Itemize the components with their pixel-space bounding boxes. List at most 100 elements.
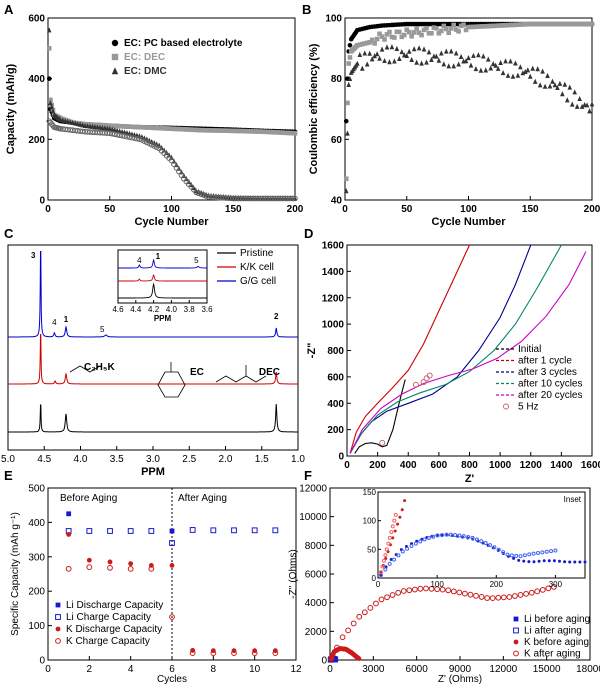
data-point-f-s3	[345, 627, 352, 634]
data-point-b-s2	[485, 56, 491, 62]
data-point-b-s1	[530, 21, 536, 27]
data-point-b-s1	[448, 26, 454, 31]
data-point-d-5hz	[379, 439, 386, 446]
panel-e-chart: 0 2 4 6 8 10 12 0 100 200 300 400 500 Cycles Specific …	[10, 484, 302, 686]
data-point-b-s2	[537, 82, 543, 88]
inset-point-f-s3	[383, 553, 388, 558]
inset-point-f-s3	[390, 524, 395, 529]
data-point-b-s2	[515, 72, 521, 78]
data-point-a-s1	[243, 128, 248, 134]
y-tick-label: 400	[28, 518, 45, 529]
inset-x-tick-label: 4.0	[166, 305, 178, 314]
data-point-e-s1	[272, 527, 279, 534]
data-point-b-s2	[488, 65, 494, 71]
data-point-d-5hz	[420, 379, 427, 386]
data-point-b-s1	[414, 26, 419, 31]
legend-marker-a	[111, 67, 119, 75]
data-point-e-s0	[169, 528, 175, 534]
data-point-a-s1	[223, 128, 229, 133]
data-point-b-s2	[532, 78, 538, 84]
x-tick-label: 15000	[533, 664, 561, 675]
series-line-d-1	[349, 244, 470, 454]
spectrum-kk	[8, 334, 298, 385]
data-point-f-s3	[428, 585, 435, 592]
data-point-b-s1	[547, 21, 553, 27]
data-point-b-s1	[485, 23, 491, 29]
data-point-f-s3	[495, 594, 502, 601]
data-point-a-s3	[106, 130, 113, 137]
data-point-b-s2	[584, 102, 590, 108]
data-point-e-s1	[86, 528, 93, 534]
data-point-a-s3	[114, 131, 120, 138]
data-point-b-s1	[545, 21, 550, 27]
y-tick-label: 60	[331, 135, 343, 146]
inset-peak-5: 5	[194, 256, 199, 265]
data-point-a-s1	[265, 129, 271, 135]
data-point-b-s2	[384, 44, 390, 50]
inset-point-f-s3	[380, 564, 385, 569]
data-point-a-s1	[240, 128, 246, 134]
data-point-b-s1	[382, 37, 387, 42]
legend-label-a: EC: DEC	[124, 52, 165, 63]
data-point-f-s3	[439, 586, 446, 593]
data-point-a-s2	[46, 27, 52, 33]
inset-point-f-s3	[378, 570, 383, 575]
inset-spectrum-pristine	[118, 282, 207, 299]
data-point-b-s1	[473, 24, 479, 30]
data-point-f-s3	[378, 596, 385, 603]
data-point-f-s3	[373, 600, 379, 607]
data-point-b-s1	[574, 21, 580, 27]
data-point-b-s2	[577, 95, 582, 102]
data-point-a-s1	[287, 130, 293, 136]
data-point-b-s1	[500, 23, 506, 28]
data-point-a-s3	[195, 190, 202, 197]
inset-point-f-s1	[540, 550, 545, 555]
data-point-f-s3	[478, 594, 485, 600]
data-point-b-s2	[560, 91, 565, 97]
x-axis-label: Z'	[465, 473, 475, 485]
inset-point-f-s0	[583, 560, 587, 564]
panel-f-chart: 0300060009000120001500018000020004000600…	[288, 484, 600, 686]
y-tick-label: 1400	[322, 267, 345, 278]
y-tick-label: 100	[28, 621, 45, 632]
data-point-b-s1	[377, 31, 382, 37]
data-point-a-s1	[198, 127, 204, 133]
data-point-b-s1	[587, 21, 592, 27]
data-point-b-s1	[345, 100, 350, 106]
data-point-b-s1	[527, 21, 533, 27]
data-point-b-s1	[419, 32, 424, 38]
y-tick-label: 1000	[322, 320, 345, 331]
data-point-a-s1	[285, 130, 290, 136]
data-point-b-s2	[483, 67, 489, 73]
data-point-b-s2	[369, 56, 375, 62]
data-point-a-s1	[176, 126, 182, 132]
data-point-a-s2	[49, 104, 55, 110]
x-tick-label: 800	[461, 460, 478, 471]
inset-point-f-s0	[522, 559, 526, 563]
legend-label-c: G/G cell	[240, 276, 276, 287]
y-tick-label: 200	[28, 135, 45, 146]
data-point-b-s1	[540, 21, 545, 27]
data-point-b-s2	[562, 81, 568, 87]
data-point-a-s1	[230, 128, 236, 134]
data-point-b-s1	[394, 29, 400, 35]
data-point-a-s3	[119, 132, 125, 139]
data-point-f-s3	[450, 588, 457, 595]
data-point-b-s2	[523, 68, 528, 75]
panel-letter-d: D	[304, 226, 313, 241]
data-point-a-s3	[178, 172, 185, 178]
inset-point-f-s1	[544, 549, 549, 554]
y-tick-label: 200	[28, 587, 45, 598]
x-tick-label: 4.0	[74, 454, 88, 465]
legend-marker-a	[111, 39, 119, 47]
data-point-a-s1	[181, 127, 187, 132]
y-tick-label: 4000	[305, 598, 328, 609]
inset-x-tick-label-f: 300	[549, 580, 563, 589]
data-point-b-s2	[362, 50, 368, 56]
data-point-b-s2	[510, 73, 516, 79]
data-point-b-s2	[500, 70, 506, 76]
inset-peak-1: 1	[156, 252, 161, 261]
data-point-b-s1	[518, 22, 523, 27]
